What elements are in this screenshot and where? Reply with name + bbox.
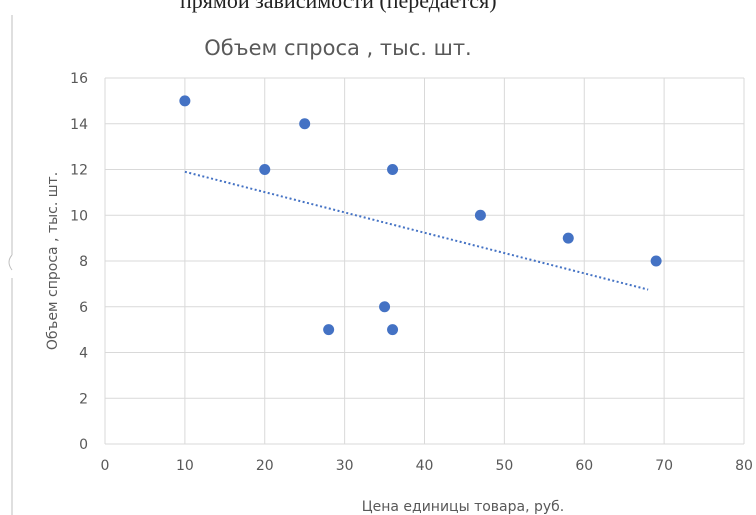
x-tick-label: 10 <box>176 458 194 474</box>
y-tick-label: 14 <box>70 117 88 133</box>
data-point <box>650 255 662 267</box>
data-point <box>387 324 399 336</box>
y-tick-label: 2 <box>79 391 88 407</box>
data-point <box>179 95 191 107</box>
x-axis-title: Цена единицы товара, руб. <box>362 499 565 515</box>
y-tick-label: 8 <box>79 254 88 270</box>
y-tick-label: 12 <box>70 163 88 179</box>
x-tick-label: 50 <box>495 458 513 474</box>
y-tick-label: 6 <box>79 300 88 316</box>
data-point <box>259 164 271 175</box>
y-tick-label: 10 <box>70 208 88 224</box>
y-tick-label: 0 <box>79 437 88 453</box>
data-point <box>379 301 391 313</box>
x-tick-label: 30 <box>336 458 354 474</box>
y-tick-label: 4 <box>79 346 88 362</box>
x-tick-labels: 0 10 20 30 40 50 60 70 80 <box>101 458 753 474</box>
x-tick-label: 20 <box>256 458 274 474</box>
data-points <box>179 95 662 336</box>
cropped-top-text: прямой зависимости (передается) <box>180 0 497 13</box>
x-tick-label: 60 <box>575 458 593 474</box>
linear-trendline <box>184 170 649 291</box>
data-point <box>323 324 335 336</box>
chart-title: Объем спроса , тыс. шт. <box>204 36 471 60</box>
y-tick-labels: 0 2 4 6 8 10 12 14 16 <box>70 71 88 453</box>
x-tick-label: 80 <box>735 458 753 474</box>
resize-handle <box>8 254 13 271</box>
data-point <box>562 232 574 244</box>
data-point <box>299 118 311 130</box>
data-point <box>387 164 399 175</box>
y-tick-label: 16 <box>70 71 88 87</box>
x-tick-label: 0 <box>101 458 110 474</box>
trendline-group <box>184 170 649 291</box>
data-point <box>474 209 486 221</box>
x-tick-label: 70 <box>655 458 673 474</box>
x-tick-label: 40 <box>416 458 434 474</box>
y-axis-title: Объем спроса , тыс. шт. <box>45 172 61 350</box>
gridlines <box>104 77 745 445</box>
